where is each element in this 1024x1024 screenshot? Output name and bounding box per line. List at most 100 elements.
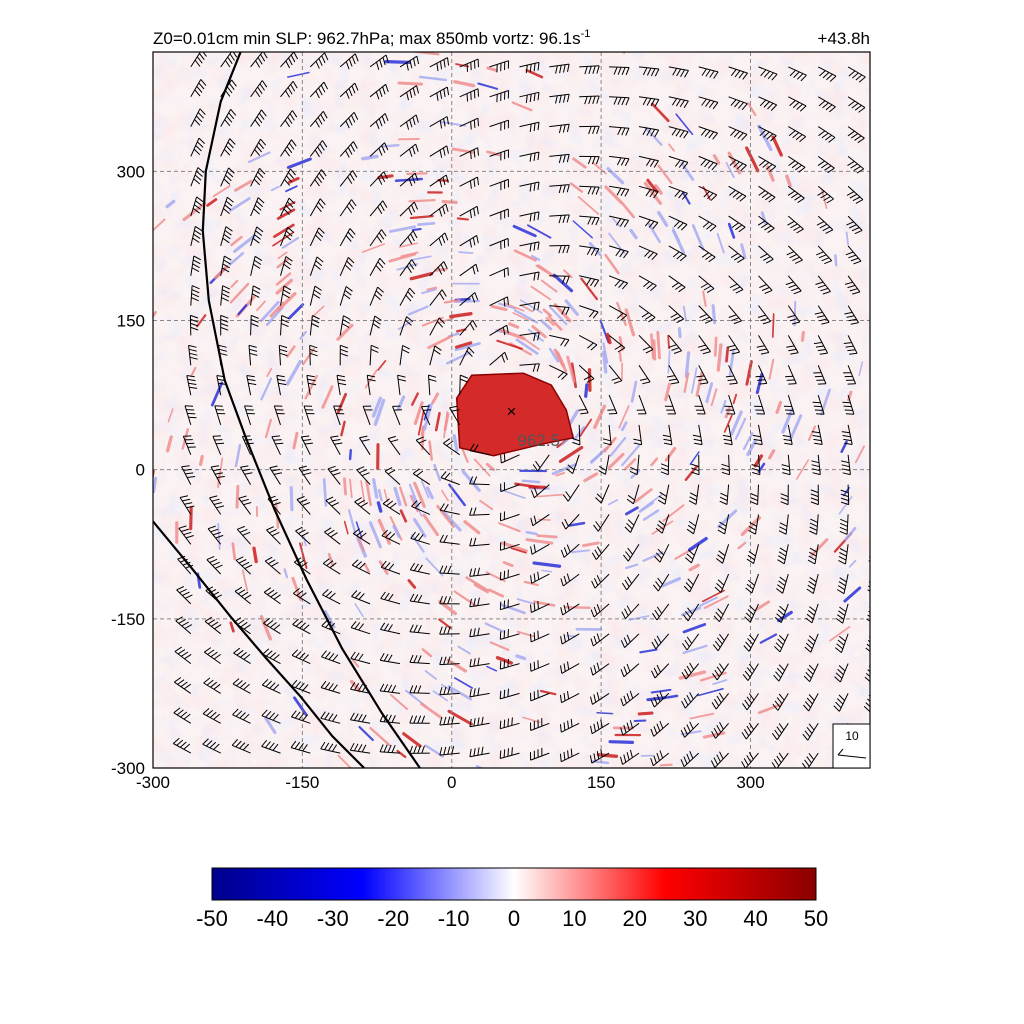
wind-barb [728,66,748,80]
rainband-streak [443,412,450,432]
barb-shaft [878,67,895,78]
wind-barb [744,603,759,623]
barb-flag [842,472,851,476]
wind-barb [638,335,654,354]
wind-barb [291,710,311,724]
barb-flag [361,439,370,442]
barb-flag [286,175,292,183]
barb-flag [867,614,870,618]
barb-flag [704,160,711,168]
barb-flag [555,65,558,74]
rainband-streak [785,174,792,188]
barb-flag [884,231,891,234]
rainband-streak [682,191,691,205]
barb-flag [285,90,291,98]
barb-flag [460,378,468,383]
y-tick-label: -300 [111,759,145,778]
wind-barb [590,633,610,647]
wind-barb [609,155,630,167]
barb-flag [807,584,815,591]
barb-flag [187,378,196,382]
wind-barb [560,632,580,645]
wind-barb [339,170,358,187]
rainband-streak [277,251,288,260]
wind-barb [757,215,775,234]
wind-barb [812,394,825,415]
barb-flag [284,259,292,266]
barb-flag [646,67,652,76]
wind-barb [817,155,835,174]
barb-shaft [698,245,716,258]
barb-shaft [561,663,580,674]
barb-flag [209,558,218,563]
rainband-streak [349,478,353,499]
barb-flag [683,131,689,139]
wind-barb [578,394,589,415]
barb-flag [217,378,226,382]
barb-flag [537,271,540,280]
barb-flag [611,377,620,381]
barb-flag [593,577,599,586]
barb-flag [780,501,789,506]
barb-shaft [429,203,447,217]
barb-flag [805,617,813,624]
barb-flag [228,83,235,90]
wind-barb [655,514,670,534]
barb-shaft [339,170,353,187]
barb-flag [315,234,322,242]
barb-flag [781,464,790,468]
barb-flag [736,163,744,170]
wind-barb [469,443,490,456]
barb-flag [223,233,231,240]
barb-shaft [668,215,688,225]
barb-flag [818,100,826,107]
barb-flag [671,128,678,136]
barb-flag [386,500,394,507]
wind-barb [559,748,580,763]
barb-flag [626,605,632,614]
barb-flag [469,628,472,637]
barb-shaft [698,424,703,445]
colorbar-tick-label: -40 [257,906,289,931]
barb-shaft [380,598,401,605]
barb-flag [749,634,756,642]
rainband-streak [583,472,599,483]
barb-flag [735,224,743,231]
rainband-streak [431,392,440,405]
barb-shaft [415,439,431,456]
barb-flag [195,200,203,207]
wind-barb [250,138,267,157]
barb-flag [507,748,509,757]
barb-flag [804,701,811,708]
barb-flag [401,348,410,354]
barb-flag [380,174,386,183]
barb-shaft [693,514,700,534]
wind-barb [250,52,268,68]
barb-flag [688,520,696,527]
barb-flag [758,382,767,385]
wind-barb [250,314,259,336]
rainband-streak [540,319,553,331]
barb-flag [499,631,502,640]
barb-flag [177,555,186,560]
barb-flag [626,693,631,702]
barb-flag [722,434,731,438]
wind-barb [698,66,719,79]
wind-barb [652,573,670,592]
wind-barb [220,285,231,306]
barb-flag [261,80,268,88]
barb-flag [596,721,600,730]
barb-flag [629,690,634,699]
barb-flag [729,189,736,196]
barb-flag [196,56,203,64]
barb-shaft [399,201,415,217]
barb-shaft [563,543,580,558]
wind-barb [290,740,311,754]
rainband-streak [512,224,537,238]
rainband-streak [293,696,308,716]
barb-flag [416,470,424,477]
barb-flag [257,197,265,204]
barb-shaft [459,375,461,396]
barb-flag [685,557,692,564]
barb-shaft [668,305,685,320]
